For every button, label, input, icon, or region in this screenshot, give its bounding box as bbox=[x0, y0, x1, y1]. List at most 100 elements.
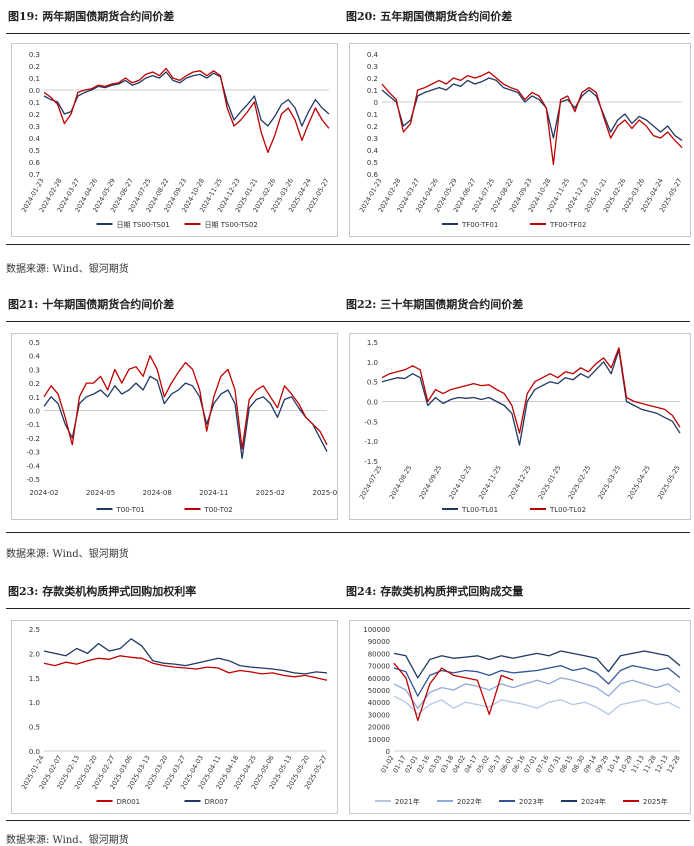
y-tick-label: -0.5 bbox=[26, 476, 40, 484]
chart-22-panel: 1.5 1.0 0.5 0.0 -0.5 -1.0 -1.5 2024-07-25 2024-0… bbox=[349, 333, 691, 520]
series-line bbox=[393, 677, 681, 709]
divider bbox=[6, 321, 690, 322]
y-tick-label: 1.5 bbox=[29, 675, 40, 683]
figure-label: 图19: bbox=[8, 10, 39, 23]
divider bbox=[6, 820, 690, 821]
y-tick-label: 0.5 bbox=[29, 339, 40, 347]
series-line bbox=[43, 375, 328, 460]
figure-title: 存款类机构质押式回购加权利率 bbox=[42, 585, 197, 598]
y-tick-label: 40000 bbox=[368, 699, 390, 707]
figure-24-header: 图24: 存款类机构质押式回购成交量 bbox=[346, 583, 523, 599]
chart-20-panel: 0.4 0.3 0.2 0.1 0 0.1 0.2 0.3 0.4 0.5 0.6 2024-01-2… bbox=[349, 43, 691, 237]
x-tick-label: 2025-02-25 bbox=[567, 464, 593, 501]
x-tick-label: 2024-08 bbox=[143, 489, 172, 497]
series-line bbox=[381, 347, 681, 434]
y-tick-label: 1.0 bbox=[29, 699, 40, 707]
x-tick-label: 2025-02 bbox=[256, 489, 285, 497]
legend-label: TL00-TL02 bbox=[549, 506, 586, 514]
y-tick-label: -1.0 bbox=[364, 438, 378, 446]
y-tick-label: 0.6 bbox=[367, 171, 379, 179]
y-tick-label: 0.0 bbox=[29, 408, 40, 416]
y-tick-label: 0.1 bbox=[29, 394, 40, 402]
legend-label: 日期 TS00-TS01 bbox=[117, 221, 170, 229]
series-line bbox=[381, 77, 683, 141]
x-tick-label: 2024-11-25 bbox=[477, 464, 503, 501]
source-note: 数据来源: Wind、银河期货 bbox=[6, 264, 129, 275]
y-tick-label: 0.1 bbox=[29, 75, 40, 83]
y-tick-label: 0.3 bbox=[29, 51, 40, 59]
y-tick-label: 90000 bbox=[368, 638, 390, 646]
y-tick-label: 0.0 bbox=[367, 399, 378, 407]
series-line bbox=[393, 662, 514, 722]
y-tick-label: 0.0 bbox=[29, 748, 40, 756]
x-tick-label: 2024-12-25 bbox=[507, 464, 533, 501]
y-tick-label: 0.0 bbox=[29, 87, 40, 95]
y-tick-label: -0.1 bbox=[26, 421, 40, 429]
y-tick-label: -1.5 bbox=[364, 458, 378, 466]
y-tick-label: 0.3 bbox=[29, 366, 40, 374]
y-tick-label: 0.2 bbox=[29, 111, 40, 119]
c21-svg: 0.5 0.4 0.3 0.2 0.1 0.0 -0.1 -0.2 -0.3 -0.4 -0.5 20… bbox=[26, 339, 337, 514]
figure-22-header: 图22: 三十年期国债期货合约间价差 bbox=[346, 296, 523, 312]
y-tick-label: 0.1 bbox=[367, 87, 378, 95]
legend-label: TF00-TF02 bbox=[549, 221, 586, 229]
x-tick-label: 2024-08-25 bbox=[388, 464, 414, 501]
figure-label: 图21: bbox=[8, 298, 39, 311]
y-tick-label: 60000 bbox=[368, 675, 390, 683]
y-tick-label: 0.7 bbox=[29, 171, 40, 179]
series-line bbox=[43, 71, 330, 127]
x-tick-label: 2024-02 bbox=[29, 489, 58, 497]
legend-label: TL00-TL01 bbox=[461, 506, 498, 514]
x-tick-label: 2025-01-25 bbox=[537, 464, 563, 501]
y-tick-label: 70000 bbox=[368, 663, 390, 671]
x-tick-label: 2024-11 bbox=[199, 489, 228, 497]
y-tick-label: -0.2 bbox=[26, 435, 40, 443]
series-line bbox=[43, 355, 328, 450]
figure-title: 十年期国债期货合约间价差 bbox=[42, 298, 175, 311]
divider bbox=[6, 608, 690, 609]
figure-23-header: 图23: 存款类机构质押式回购加权利率 bbox=[8, 583, 196, 599]
legend-label: 2022年 bbox=[457, 797, 482, 806]
divider bbox=[6, 532, 690, 533]
series-line bbox=[381, 71, 683, 166]
figure-title: 两年期国债期货合约间价差 bbox=[42, 10, 175, 23]
figure-title: 五年期国债期货合约间价差 bbox=[380, 10, 513, 23]
x-tick-label: 2025-05 bbox=[312, 489, 337, 497]
legend-label: 日期 TS00-TS02 bbox=[205, 221, 258, 229]
y-tick-label: 0.6 bbox=[29, 159, 41, 167]
y-tick-label: 0.5 bbox=[29, 724, 40, 732]
series-line bbox=[43, 67, 330, 154]
series-line bbox=[393, 695, 681, 716]
figure-label: 图24: bbox=[346, 585, 377, 598]
y-tick-label: 0.1 bbox=[367, 111, 378, 119]
y-tick-label: 0 bbox=[374, 99, 378, 107]
figure-title: 存款类机构质押式回购成交量 bbox=[380, 585, 524, 598]
chart-23-panel: 2.5 2.0 1.5 1.0 0.5 0.0 2025-01-24 2025-02-07 20… bbox=[11, 620, 338, 814]
y-tick-label: 0.2 bbox=[29, 380, 40, 388]
c19-svg: 0.30.20.10.00.10.20.30.40.50.60.72024-01… bbox=[20, 51, 331, 229]
y-tick-label: 10000 bbox=[368, 736, 390, 744]
y-tick-label: 0.4 bbox=[29, 353, 41, 361]
y-tick-label: 50000 bbox=[368, 687, 390, 695]
legend-label: 2025年 bbox=[643, 797, 668, 806]
chart-24-panel: 100000 90000 80000 70000 60000 50000 40000 3000… bbox=[349, 620, 691, 814]
x-tick-label: 2025-05-25 bbox=[656, 464, 682, 501]
y-tick-label: 20000 bbox=[368, 724, 390, 732]
legend-label: 2024年 bbox=[581, 797, 606, 806]
y-tick-label: -0.5 bbox=[364, 418, 378, 426]
y-tick-label: 0.5 bbox=[367, 159, 378, 167]
series-line bbox=[43, 638, 328, 675]
y-tick-label: 1.0 bbox=[367, 359, 378, 367]
figure-19-header: 图19: 两年期国债期货合约间价差 bbox=[8, 8, 174, 24]
figure-20-header: 图20: 五年期国债期货合约间价差 bbox=[346, 8, 512, 24]
y-tick-label: 0.4 bbox=[367, 51, 379, 59]
x-tick-label: 2024-09-25 bbox=[418, 464, 444, 501]
x-tick-label: 2025-03-25 bbox=[596, 464, 622, 501]
y-tick-label: 0.5 bbox=[29, 147, 40, 155]
legend-label: DR001 bbox=[117, 798, 141, 806]
source-note: 数据来源: Wind、银河期货 bbox=[6, 835, 129, 846]
series-line bbox=[43, 655, 328, 681]
y-tick-label: 0.3 bbox=[367, 63, 378, 71]
figure-label: 图20: bbox=[346, 10, 377, 23]
y-tick-label: 0.3 bbox=[29, 123, 40, 131]
